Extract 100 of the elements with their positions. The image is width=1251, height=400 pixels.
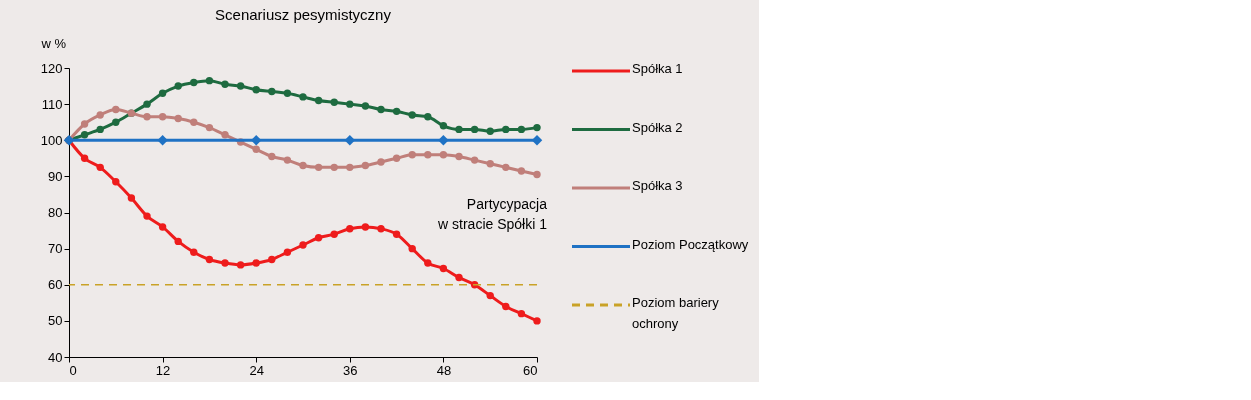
x-tick-label: 36 (343, 362, 358, 378)
y-tick-label: 70 (48, 241, 63, 257)
point (236, 261, 245, 269)
point (531, 135, 543, 146)
point (455, 125, 463, 134)
point (112, 178, 120, 186)
legend-label: Spółka 1 (632, 61, 683, 76)
point (533, 170, 541, 179)
y-tick-label: 60 (48, 277, 63, 293)
annotation: Partycypacja w stracie Spółki 1 (437, 196, 548, 232)
point (112, 118, 120, 126)
point (330, 230, 338, 238)
legend-label: Poziom bariery ochrony (632, 295, 720, 331)
point (408, 111, 416, 119)
point (157, 135, 168, 146)
point (190, 248, 198, 256)
point (190, 78, 198, 87)
point (361, 102, 370, 110)
point (205, 123, 214, 132)
point (283, 248, 292, 256)
legend-label: Spółka 3 (632, 178, 683, 193)
point (486, 127, 494, 135)
point (174, 82, 182, 90)
point (392, 154, 401, 163)
point (361, 161, 370, 170)
point (392, 230, 401, 238)
point (299, 93, 307, 101)
y-tick-label: 120 (40, 60, 63, 76)
point (517, 309, 526, 318)
point (502, 125, 510, 134)
x-tick-label: 0 (69, 362, 77, 378)
point (438, 135, 449, 146)
y-tick-label: 80 (48, 205, 63, 220)
point (314, 163, 323, 172)
legend-label: Spółka 2 (632, 119, 683, 135)
point (252, 85, 260, 94)
point (470, 125, 479, 134)
point (330, 98, 338, 107)
point (221, 259, 229, 267)
point (377, 225, 385, 233)
point (439, 264, 448, 273)
point (377, 158, 385, 166)
point (299, 161, 307, 170)
x-tick-label: 12 (155, 362, 171, 378)
point (470, 156, 479, 164)
point (517, 167, 526, 175)
chart-title: Scenariusz pesymistyczny (215, 6, 392, 23)
point (346, 225, 354, 233)
point (158, 89, 167, 97)
point (408, 244, 416, 253)
point (299, 241, 307, 249)
point (283, 156, 292, 164)
point (190, 118, 198, 126)
point (96, 163, 104, 172)
y-tick-label: 90 (48, 168, 63, 184)
point (424, 259, 432, 267)
point (236, 82, 245, 90)
point (112, 105, 120, 114)
point (424, 151, 432, 159)
x-tick-label: 60 (523, 362, 538, 378)
point (205, 76, 214, 85)
point (533, 317, 541, 325)
point (517, 125, 526, 134)
point (268, 255, 276, 264)
point (80, 154, 89, 163)
point (96, 125, 104, 134)
point (221, 80, 229, 88)
point (143, 113, 151, 121)
point (455, 152, 463, 161)
y-tick-label: 100 (40, 132, 63, 148)
point (252, 145, 260, 153)
point (408, 151, 416, 159)
point (283, 89, 292, 97)
point (346, 100, 354, 108)
point (96, 111, 104, 119)
x-tick-label: 48 (436, 362, 452, 378)
y-tick-label: 110 (41, 96, 63, 112)
point (314, 96, 323, 105)
legend-label: Poziom Początkowy (632, 236, 749, 252)
point (346, 163, 354, 172)
point (502, 302, 510, 311)
point (439, 122, 448, 130)
point (80, 120, 89, 128)
point (143, 212, 151, 220)
point (330, 163, 338, 172)
point (455, 273, 463, 282)
point (143, 100, 151, 108)
point (158, 113, 167, 121)
x-tick-label: 24 (249, 362, 264, 378)
point (221, 131, 229, 139)
point (80, 131, 89, 139)
point (424, 113, 432, 121)
point (268, 152, 276, 161)
point (361, 223, 370, 231)
point (158, 223, 167, 231)
point (533, 123, 541, 132)
y-tick-label: 50 (48, 313, 63, 329)
point (486, 160, 494, 168)
point (502, 163, 510, 172)
point (174, 237, 182, 246)
